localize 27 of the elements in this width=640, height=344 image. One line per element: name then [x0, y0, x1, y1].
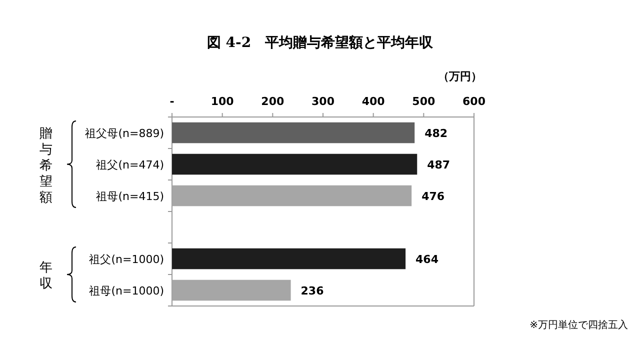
- data-label: 476: [422, 190, 445, 203]
- x-axis-title: （万円）: [438, 70, 482, 83]
- text: 贈与希望額: [40, 126, 52, 206]
- data-label: 236: [300, 284, 324, 298]
- bar: [172, 122, 415, 144]
- text: 年収: [40, 260, 52, 292]
- x-tick-label: 600: [462, 95, 486, 108]
- y-tick-label: 祖父母(n=889): [85, 126, 164, 140]
- y-tick-label: 祖父(n=474): [96, 158, 164, 172]
- x-tick-label: 400: [362, 95, 386, 108]
- text: ※万円単位で四捨五入: [530, 319, 628, 331]
- bar: [172, 154, 418, 175]
- y-tick-label: 祖母(n=415): [96, 190, 164, 203]
- x-tick-label: 200: [261, 95, 284, 108]
- y-tick-label: 祖父(n=1000): [89, 252, 164, 266]
- x-tick-label: 100: [210, 95, 234, 108]
- data-label: 464: [416, 252, 439, 266]
- y-tick-label: 祖母(n=1000): [89, 284, 164, 298]
- x-tick-label: 300: [312, 95, 335, 108]
- bar: [172, 185, 412, 206]
- bar: [172, 248, 406, 270]
- data-label: 487: [427, 158, 450, 172]
- bar: [172, 280, 291, 301]
- x-tick-label: 500: [412, 95, 436, 108]
- data-label: 482: [424, 126, 448, 140]
- chart-title: 図 4-2 平均贈与希望額と平均年収: [206, 34, 434, 51]
- x-tick-label: -: [170, 95, 174, 108]
